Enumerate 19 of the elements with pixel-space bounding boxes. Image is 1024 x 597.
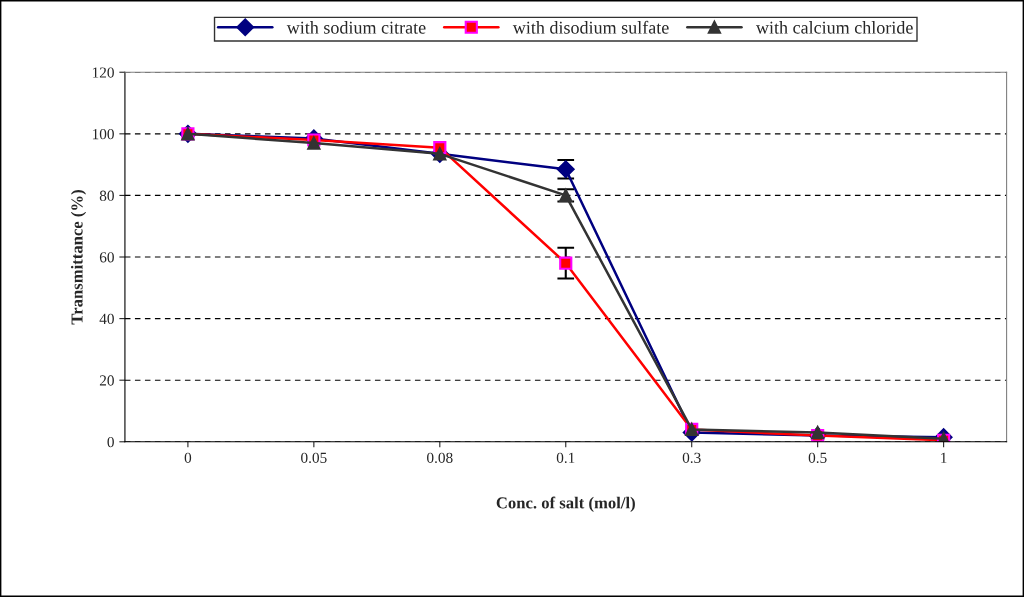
- x-tick-label: 0.3: [682, 452, 701, 464]
- x-tick-label: 0.1: [556, 452, 575, 464]
- y-tick-label: 40: [99, 313, 114, 325]
- legend-label: with sodium citrate: [286, 21, 426, 34]
- x-tick-label: 0: [184, 452, 192, 463]
- x-axis-title: Conc. of salt (mol/l): [496, 496, 635, 512]
- y-tick-label: 60: [99, 252, 114, 263]
- x-tick-label: 1: [941, 452, 947, 463]
- legend-label: with disodium sulfate: [512, 20, 669, 34]
- y-tick-label: 20: [99, 375, 114, 386]
- x-tick-label: 0.08: [427, 452, 453, 464]
- x-tick-label: 0.05: [301, 452, 327, 464]
- y-tick-label: 80: [99, 190, 114, 201]
- y-tick-label: 0: [107, 436, 114, 448]
- y-tick-label: 100: [92, 128, 114, 140]
- y-tick-label: 120: [92, 67, 114, 78]
- legend-label: with calcium chloride: [755, 21, 913, 34]
- y-axis-title: Transmittance (%): [70, 190, 87, 325]
- x-tick-label: 0.5: [808, 452, 827, 464]
